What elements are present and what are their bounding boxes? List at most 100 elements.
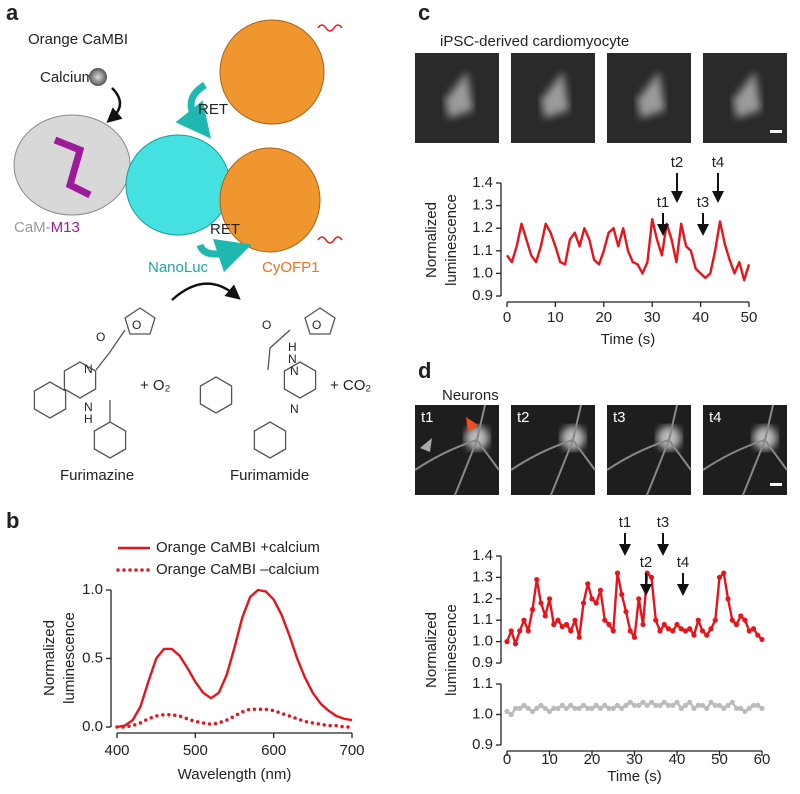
y-tick-label: 1.0 [82,581,103,598]
point [699,702,706,708]
point [521,702,527,708]
point [691,705,697,712]
point [721,705,727,712]
point [746,705,752,712]
y-axis-label: Normalized [423,202,440,278]
point [538,702,544,708]
point [614,570,621,576]
point [682,702,689,708]
point [597,587,604,593]
series-line [506,218,751,282]
point [512,705,519,712]
point [704,705,710,712]
ret-arrow [175,81,211,139]
plus-o2: + O₂ [140,377,171,394]
neurite [702,404,788,496]
y-tick-label: 0.0 [82,718,103,735]
point [593,600,599,606]
point [695,617,701,623]
x-tick-label: 40 [692,309,709,326]
y-tick-label: 0.9 [472,654,493,671]
point [623,609,629,615]
point [746,628,752,634]
atom: N [288,352,297,366]
neurite [414,404,500,496]
neurite [510,404,596,496]
x-tick-label: 40 [669,751,686,768]
point [755,702,761,708]
y-tick-label: 1.0 [472,705,493,722]
panel-label: a [6,0,19,25]
point [551,621,557,628]
chemical-structures [33,307,336,459]
point [504,639,510,645]
point [525,628,531,634]
x-tick-label: 30 [626,751,643,768]
point [687,699,693,705]
y-tick-label: 1.2 [472,219,493,236]
point [661,621,667,628]
point [733,705,740,712]
atom: N [84,362,93,376]
point [623,702,629,708]
atom: H [84,412,93,426]
plus-co2: + CO₂ [330,377,371,394]
m13-peptide [53,136,92,199]
point [580,600,587,606]
x-tick-label: 10 [541,751,558,768]
cyofp1-protein [219,19,325,125]
point [648,574,655,581]
y-axis-label: luminescence [443,194,460,286]
annotation: t3 [697,194,710,211]
cell [445,72,473,118]
point [589,705,595,712]
annotation: t1 [619,514,632,531]
y-axis-label: Normalized [423,612,440,688]
annotation: t4 [677,554,690,571]
point [585,581,591,587]
atom: H [288,340,297,354]
diagram-title: Orange CaMBI [28,31,128,48]
point [699,628,706,634]
x-tick-label: 20 [595,309,612,326]
x-tick-label: 0 [503,751,511,768]
point [665,626,672,632]
frame-label: t4 [709,409,722,426]
point [572,617,578,623]
legend-label: Orange CaMBI –calcium [156,561,319,578]
cam-protein [13,114,131,216]
point [521,617,527,623]
y-tick-label: 1.3 [472,197,493,214]
point [517,705,523,712]
x-tick-label: 60 [754,751,771,768]
ret-arrow [196,238,252,273]
y-tick-label: 1.2 [472,590,493,607]
point [750,702,757,708]
point [674,621,680,628]
image-title: Neurons [442,387,499,404]
point [670,702,676,708]
point [636,596,642,602]
cam-label: CaM-M13 [14,219,80,236]
series-line [505,571,763,645]
nanoluc-label: NanoLuc [148,259,209,276]
point [593,702,599,708]
point [576,634,582,640]
annotation: t4 [712,154,725,171]
point [563,705,570,712]
frame-label: t1 [421,409,434,426]
annotation: t2 [671,154,684,171]
point [585,705,591,712]
point [759,636,765,643]
y-axis-label: luminescence [443,604,460,696]
point [687,626,693,632]
y-tick-label: 1.1 [472,675,493,692]
point [738,613,744,619]
point [742,708,748,715]
point [512,641,519,647]
atom: N [84,400,93,414]
point [716,574,723,581]
point [517,628,523,634]
ring [33,381,67,419]
